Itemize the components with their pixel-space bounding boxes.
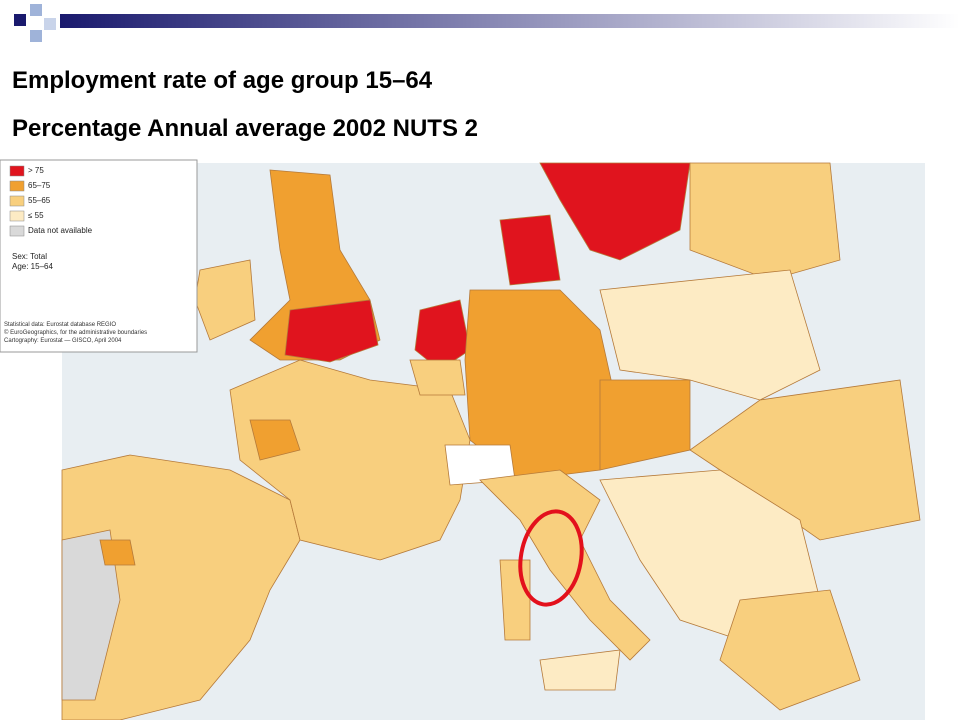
legend-label: 65–75 [28, 181, 51, 190]
map [61, 162, 925, 720]
legend-swatch [9, 225, 25, 237]
legend-items: > 75 65–75 55–65 ≤ 55 Data not available [9, 165, 93, 237]
legend-swatch [9, 195, 25, 207]
legend-note: Sex: Total [12, 252, 47, 261]
source-note: Statistical data: Eurostat database REGI… [4, 322, 116, 328]
legend: > 75 65–75 55–65 ≤ 55 Data not available Sex… [0, 159, 198, 353]
legend-swatch [9, 210, 25, 222]
legend-label: 55–65 [28, 196, 51, 205]
legend-label: Data not available [28, 226, 93, 235]
source-note: © EuroGeographics, for the administrativ… [4, 329, 147, 336]
legend-label: > 75 [28, 166, 44, 175]
title-line: Employment rate of age group 15–64 [12, 67, 433, 94]
legend-note: Age: 15–64 [12, 262, 53, 271]
slide-decoration [14, 4, 960, 42]
legend-label: ≤ 55 [28, 211, 44, 220]
source-note: Cartography: Eurostat — GISCO, April 200… [4, 338, 122, 344]
title-line: Percentage Annual average 2002 NUTS 2 [12, 115, 478, 142]
legend-swatch [9, 180, 25, 192]
legend-swatch [9, 165, 25, 177]
